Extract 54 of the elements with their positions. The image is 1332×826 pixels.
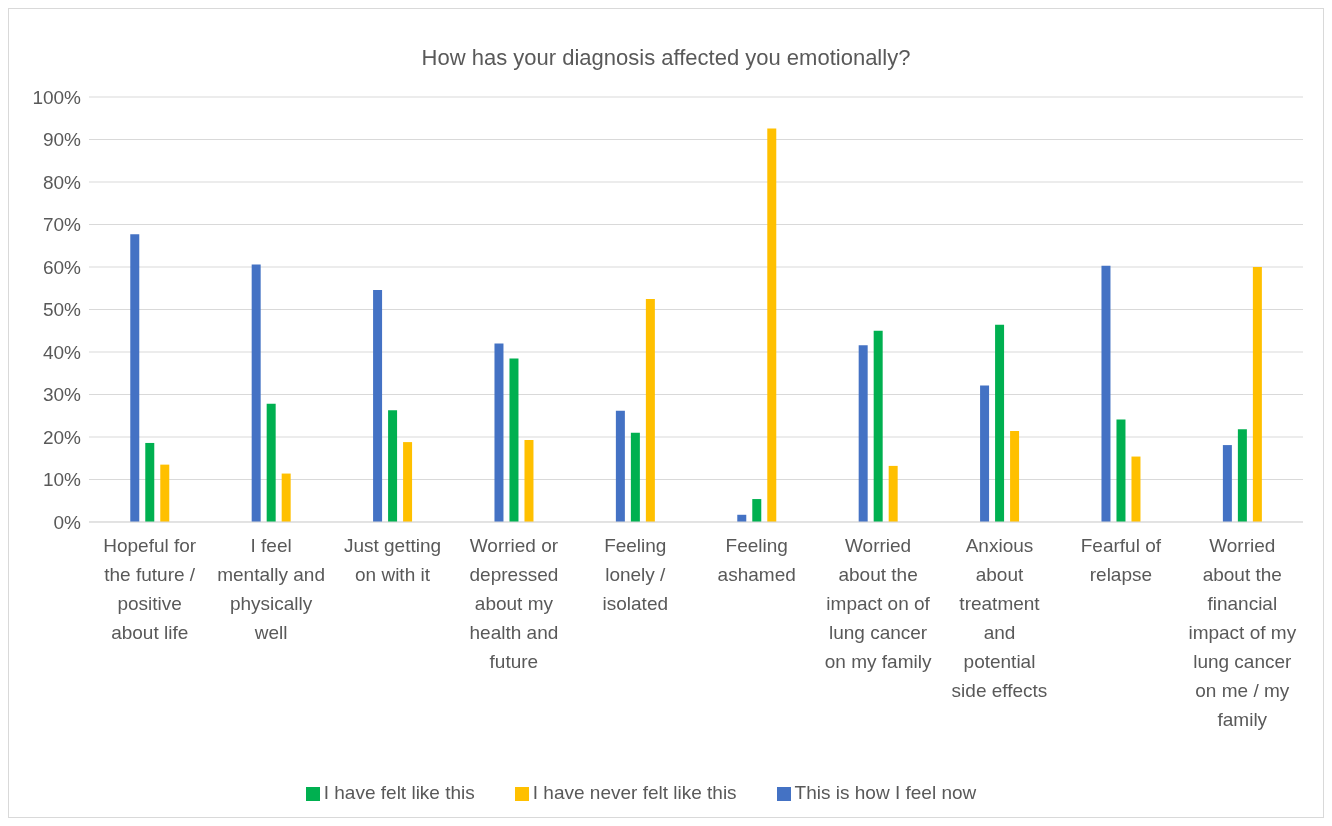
- y-tick-label: 10%: [42, 469, 82, 491]
- legend-label: I have felt like this: [323, 782, 475, 803]
- x-tick-label: Feeling ashamed: [717, 535, 796, 585]
- bar: [645, 298, 655, 522]
- chart-title: How has your diagnosis affected you emotionally?: [420, 44, 912, 70]
- x-tick-label: Worried about the impact on of lung cancer on my family: [824, 535, 932, 672]
- bar: [509, 358, 519, 522]
- x-tick-label: I feel mentally and physically well: [217, 535, 325, 643]
- legend-label: I have never felt like this: [532, 782, 737, 803]
- y-tick-label: 30%: [42, 384, 82, 406]
- bar: [130, 234, 140, 522]
- bar: [1237, 429, 1247, 522]
- bar: [373, 289, 383, 522]
- bar: [767, 128, 777, 522]
- bar: [752, 499, 762, 522]
- bar: [1101, 265, 1111, 522]
- bar: [524, 439, 534, 522]
- bar: [1131, 456, 1141, 522]
- x-tick-label: Hopeful for the future / positive about life: [103, 535, 197, 643]
- y-tick-label: 60%: [42, 256, 82, 278]
- bar: [995, 324, 1005, 522]
- y-tick-label: 70%: [42, 214, 82, 236]
- bar: [160, 464, 170, 522]
- bar: [615, 410, 625, 522]
- bar: [403, 442, 413, 522]
- x-tick-label: Feeling lonely / isolated: [602, 535, 669, 614]
- y-tick-label: 90%: [42, 129, 82, 151]
- legend-label: This is how I feel now: [794, 782, 977, 803]
- bar: [630, 432, 640, 522]
- bar: [1116, 419, 1126, 522]
- bar: [281, 473, 291, 522]
- y-tick-label: 0%: [53, 511, 82, 533]
- y-tick-label: 100%: [32, 86, 82, 108]
- y-tick-label: 50%: [42, 299, 82, 321]
- x-tick-label: Worried or depressed about my health and future: [469, 535, 559, 672]
- x-tick-label: Fearful of relapse: [1080, 535, 1162, 585]
- bar: [1252, 267, 1262, 522]
- y-tick-label: 40%: [42, 341, 82, 363]
- bar: [388, 410, 398, 522]
- bar: [251, 264, 261, 522]
- x-tick-label: Anxious about treatment and potential side effects: [951, 535, 1048, 701]
- bar: [1010, 431, 1020, 522]
- bar: [980, 385, 990, 522]
- y-tick-label: 20%: [42, 426, 82, 448]
- bar: [266, 403, 276, 522]
- x-tick-label: Just getting on with it: [343, 535, 442, 585]
- bar: [858, 345, 868, 522]
- bar: [494, 343, 504, 522]
- x-tick-label: Worried about the financial impact of my lung cancer on me / my family: [1188, 535, 1297, 730]
- bar: [1222, 445, 1232, 522]
- bar: [145, 442, 155, 522]
- bar: [873, 330, 883, 522]
- y-tick-label: 80%: [42, 171, 82, 193]
- bar: [888, 465, 898, 522]
